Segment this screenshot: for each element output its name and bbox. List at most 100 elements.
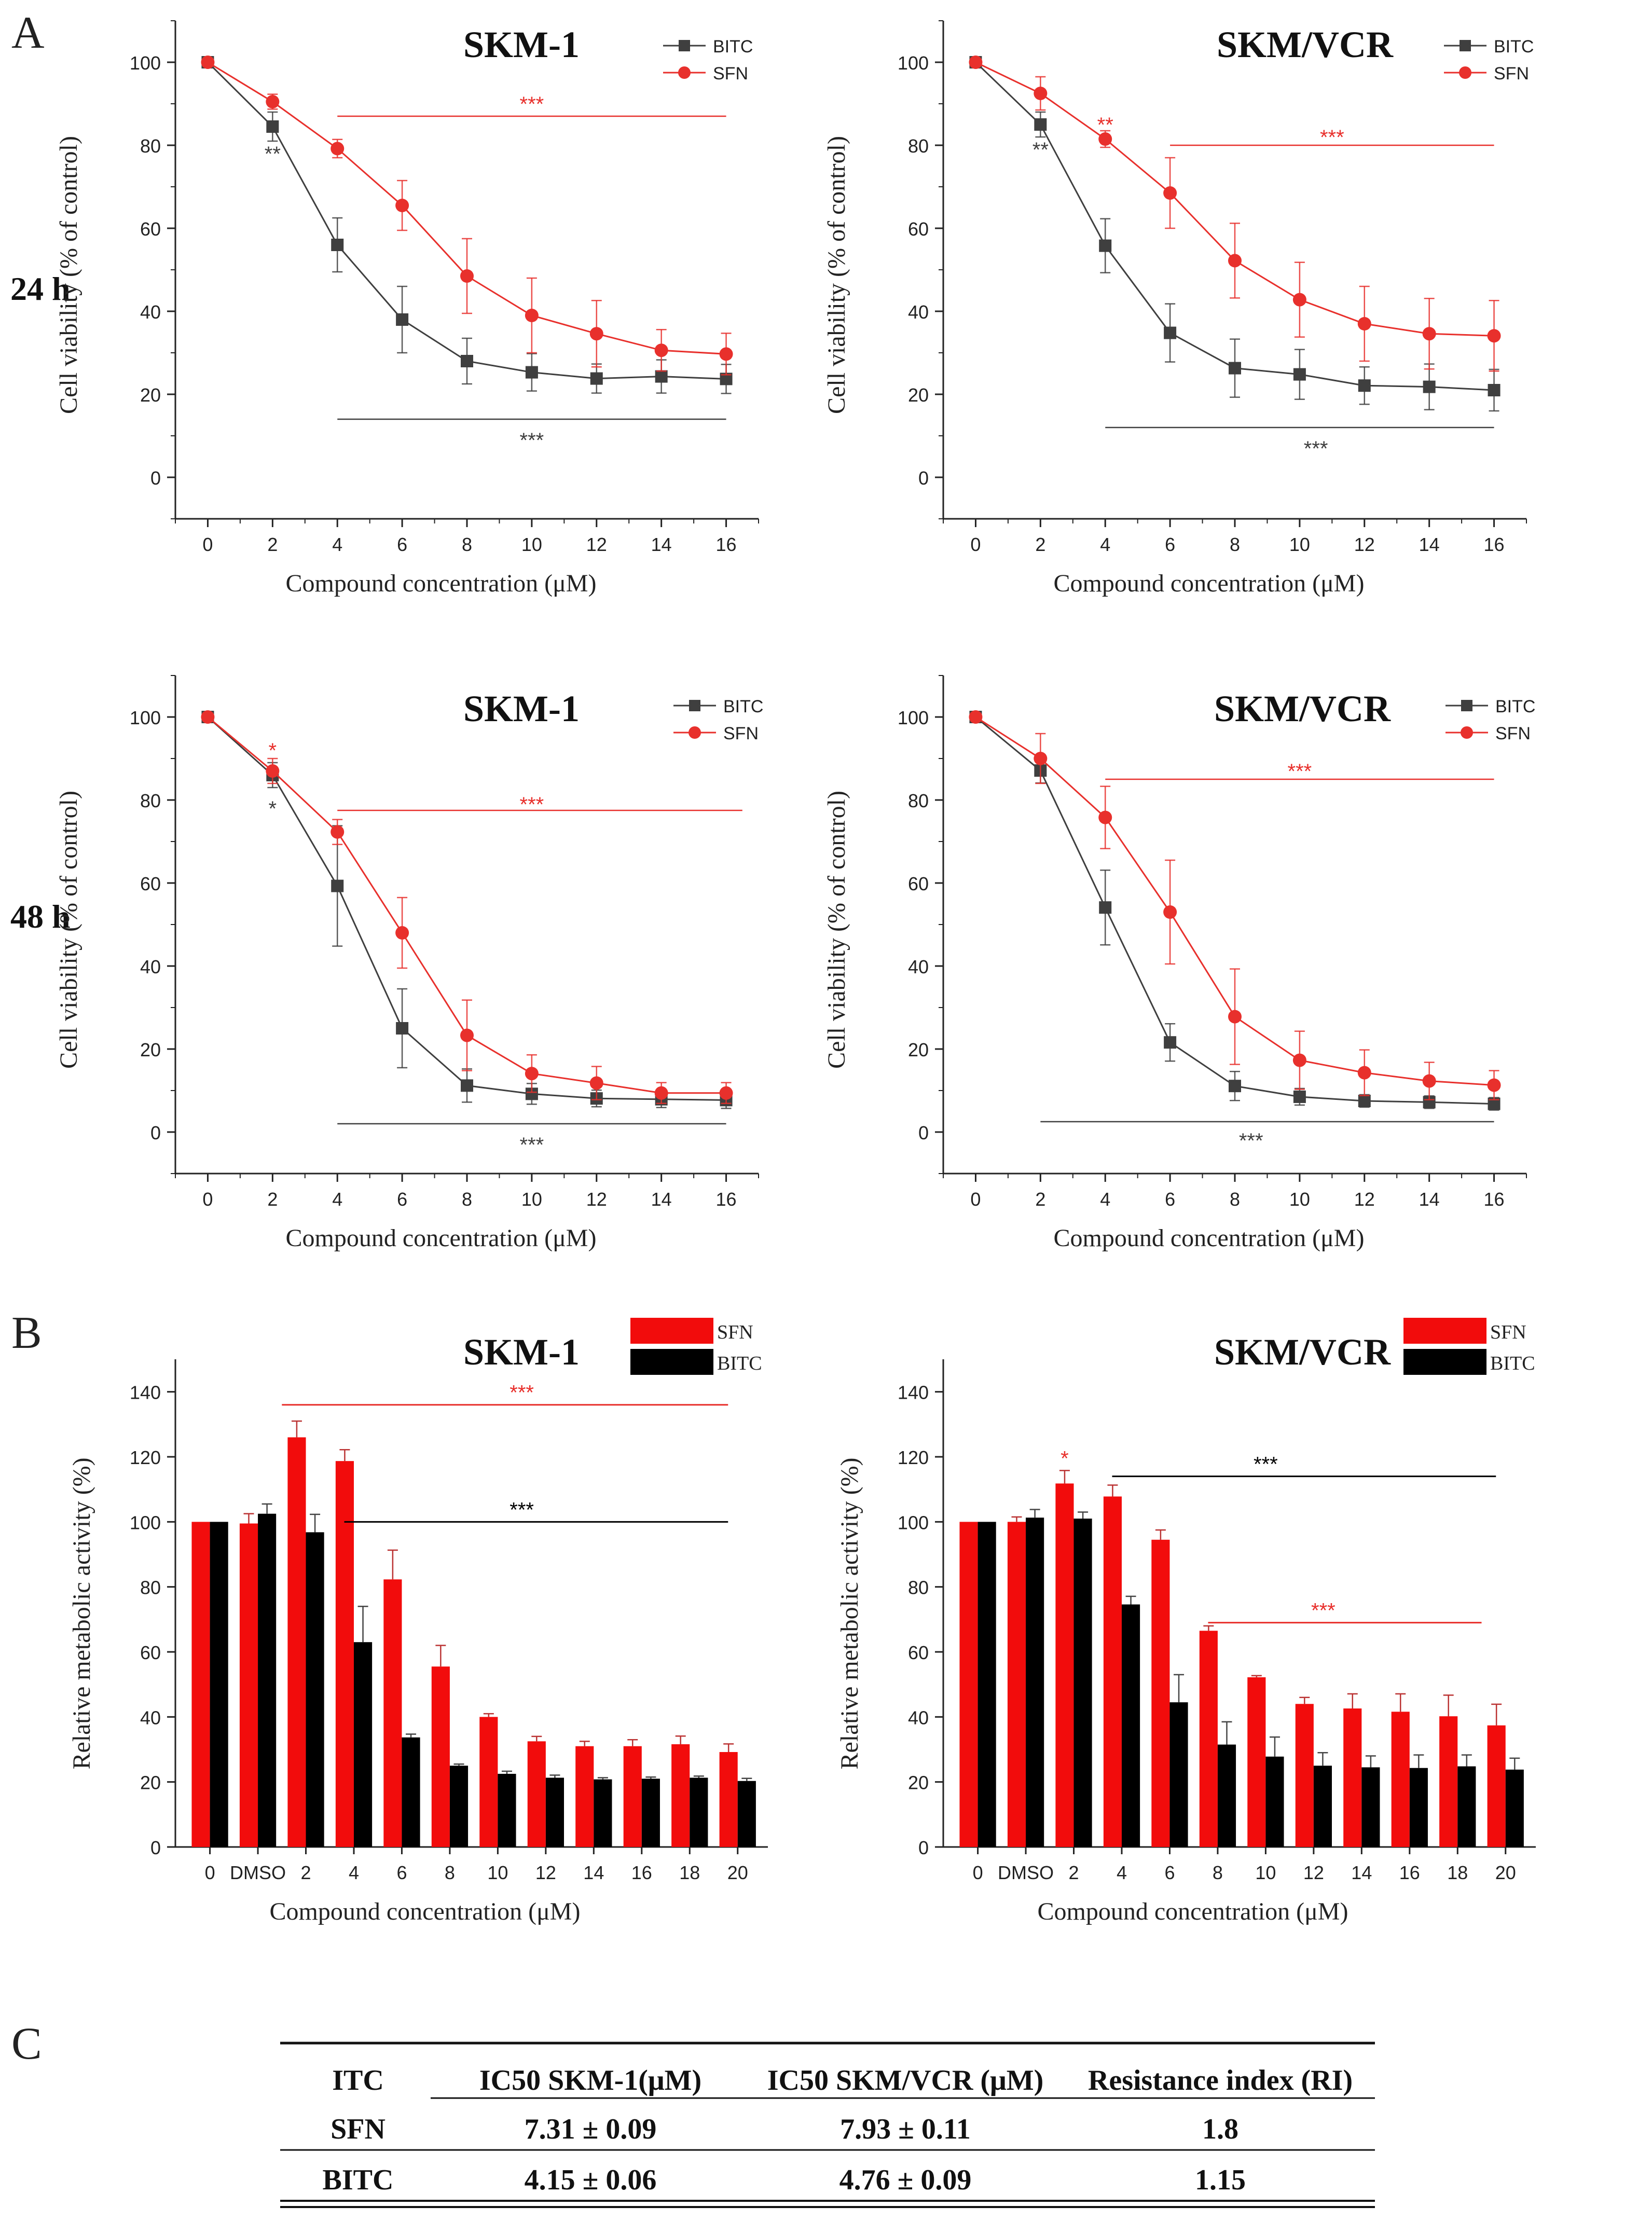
- significance-mark: ***: [1254, 1453, 1278, 1476]
- legend-marker-bitc: [1460, 40, 1471, 51]
- x-tick-label: 18: [679, 1862, 700, 1883]
- data-point-sfn: [654, 343, 668, 357]
- table-cell-bitc-skmvcr: 4.76 ± 0.09: [839, 2164, 972, 2196]
- x-tick-label: 16: [1399, 1862, 1420, 1883]
- x-tick-label: 4: [349, 1862, 359, 1883]
- chart-48h-skmvcr: 0 20 40 60 80 100 0 2 4 6 8 10 12 14 16 Compound concen…: [823, 675, 1535, 1252]
- x-tick-label: 16: [716, 1189, 737, 1210]
- bar-bitc: [402, 1737, 420, 1847]
- bar-bitc: [306, 1532, 324, 1847]
- x-tick-label: 10: [521, 1189, 542, 1210]
- significance-mark: **: [265, 143, 281, 166]
- x-tick-label: 8: [1230, 1189, 1240, 1210]
- x-tick-label: 4: [332, 1189, 342, 1210]
- data-point-sfn: [1422, 1074, 1436, 1088]
- bar-bitc: [545, 1777, 565, 1847]
- legend-label-bitc: BITC: [713, 37, 753, 57]
- y-tick-label: 60: [908, 873, 929, 894]
- bar-sfn: [1151, 1539, 1170, 1847]
- bar-bitc: [1265, 1756, 1284, 1847]
- data-point-bitc: [1293, 368, 1306, 381]
- data-point-bitc: [1229, 1080, 1241, 1093]
- data-point-sfn: [460, 1028, 474, 1042]
- x-tick-label: 4: [332, 534, 342, 555]
- table-cell-bitc-skm1: 4.15 ± 0.06: [525, 2164, 657, 2196]
- data-point-bitc: [655, 370, 668, 383]
- legend-swatch-sfn: [630, 1318, 713, 1344]
- panel-label-b: B: [11, 1308, 42, 1358]
- x-tick-label: 0: [970, 534, 981, 555]
- data-point-sfn: [1357, 317, 1371, 330]
- y-axis-label: Cell viability (% of control): [55, 791, 82, 1069]
- legend-label-bitc: BITC: [1494, 37, 1534, 57]
- data-point-bitc: [1164, 326, 1177, 339]
- significance-mark: ***: [520, 1134, 544, 1156]
- panel-label-c: C: [11, 2019, 42, 2069]
- x-tick-label: 2: [1069, 1862, 1079, 1883]
- y-tick-label: 100: [898, 707, 929, 728]
- series-line-bitc: [207, 61, 726, 380]
- significance-mark: ***: [1320, 126, 1344, 149]
- data-point-sfn: [1487, 1078, 1501, 1092]
- y-tick-label: 80: [140, 1577, 161, 1598]
- x-tick-label: 2: [267, 1189, 278, 1210]
- x-tick-label: 16: [716, 534, 737, 555]
- legend-label-bitc: BITC: [717, 1353, 762, 1374]
- y-tick-label: 40: [908, 301, 929, 323]
- x-tick-label: 12: [1354, 1189, 1375, 1210]
- chart-bar-skm1: 0 20 40 60 80 100 120 140 0 DMSO 2 4 6 8 10 12 14 16 18 20 C…: [68, 1318, 768, 1925]
- bar-bitc: [1073, 1519, 1092, 1847]
- bar-bitc: [258, 1513, 277, 1847]
- row-label-48h: 48 h: [10, 898, 71, 935]
- y-tick-label: 80: [140, 135, 161, 157]
- x-tick-label: 0: [202, 1189, 213, 1210]
- x-tick-label: 6: [1165, 1189, 1175, 1210]
- data-point-sfn: [331, 825, 345, 839]
- ic50-table: ITC IC50 SKM-1(μM) IC50 SKM/VCR (μM) Res…: [280, 2042, 1375, 2208]
- chart-24h-skmvcr: 0 20 40 60 80 100 0 2 4 6 8 10 12 14 16 Compound concen…: [823, 20, 1534, 597]
- bar-sfn: [191, 1522, 210, 1847]
- y-tick-label: 80: [908, 1577, 929, 1598]
- table-header-ri: Resistance index (RI): [1088, 2064, 1353, 2097]
- chart-title: SKM-1: [463, 1331, 580, 1373]
- chart-title: SKM/VCR: [1214, 688, 1391, 729]
- table-cell-sfn-ri: 1.8: [1202, 2113, 1238, 2145]
- x-tick-label: 14: [1419, 534, 1440, 555]
- x-tick-label: 6: [396, 1862, 407, 1883]
- significance-mark: **: [1032, 139, 1049, 161]
- x-axis-label: Compound concentration (μM): [286, 570, 597, 597]
- legend-label-sfn: SFN: [717, 1321, 753, 1343]
- y-tick-label: 60: [908, 218, 929, 240]
- x-tick-label: 8: [1230, 534, 1240, 555]
- bar-sfn: [719, 1752, 738, 1847]
- chart-title: SKM/VCR: [1214, 1331, 1391, 1373]
- significance-mark: ***: [520, 793, 544, 816]
- data-point-bitc: [396, 313, 409, 326]
- data-point-sfn: [201, 710, 215, 724]
- x-tick-label: 0: [205, 1862, 215, 1883]
- bar-bitc: [594, 1779, 612, 1847]
- data-point-bitc: [331, 879, 344, 892]
- y-tick-label: 60: [140, 218, 161, 240]
- bar-bitc: [690, 1777, 708, 1847]
- significance-mark: ***: [1239, 1129, 1263, 1152]
- data-point-sfn: [1228, 254, 1242, 268]
- significance-mark: ***: [510, 1382, 534, 1404]
- table-header-ic50-skm1: IC50 SKM-1(μM): [479, 2064, 701, 2097]
- data-point-bitc: [590, 372, 603, 385]
- data-point-bitc: [1358, 1095, 1371, 1107]
- bar-sfn: [383, 1579, 402, 1847]
- x-tick-label: 4: [1117, 1862, 1127, 1883]
- bar-sfn: [1439, 1716, 1458, 1847]
- table-cell-bitc-itc: BITC: [323, 2164, 394, 2196]
- y-tick-label: 100: [898, 1512, 929, 1533]
- bar-sfn: [479, 1717, 498, 1847]
- bar-sfn: [1391, 1712, 1410, 1847]
- y-tick-label: 40: [140, 1707, 161, 1728]
- y-tick-label: 80: [140, 790, 161, 811]
- chart-24h-skm1: 0 20 40 60 80 100 0 2 4 6 8 10 12 14 16 Compound concen…: [55, 20, 759, 597]
- bar-bitc: [1026, 1518, 1044, 1847]
- x-tick-label: 16: [1484, 1189, 1505, 1210]
- row-label-24h: 24 h: [10, 270, 71, 307]
